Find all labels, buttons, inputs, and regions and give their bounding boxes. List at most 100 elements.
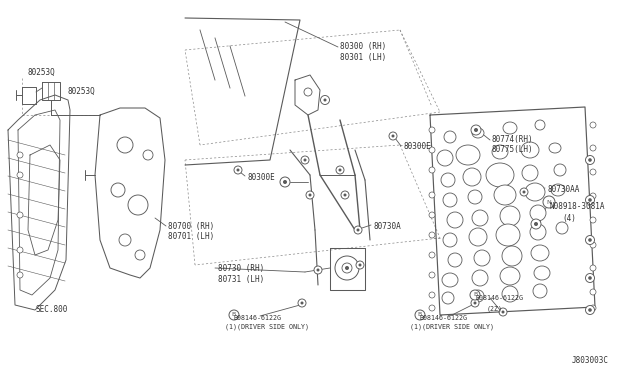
Circle shape [301,156,309,164]
Circle shape [283,180,287,184]
Circle shape [588,198,592,202]
Ellipse shape [442,273,458,287]
Circle shape [342,263,352,273]
Circle shape [298,299,306,307]
Circle shape [590,265,596,271]
Ellipse shape [525,183,545,201]
Circle shape [470,290,480,300]
Text: J803003C: J803003C [572,356,609,365]
Circle shape [339,169,342,171]
Circle shape [17,272,23,278]
Circle shape [117,137,133,153]
Text: 80300E: 80300E [248,173,276,182]
Ellipse shape [522,165,538,181]
Ellipse shape [468,190,482,204]
Circle shape [429,232,435,238]
Text: (1)(DRIVER SIDE ONLY): (1)(DRIVER SIDE ONLY) [410,324,494,330]
Circle shape [588,276,592,280]
Text: 80301 (LH): 80301 (LH) [340,53,387,62]
Circle shape [531,219,541,229]
Text: 80730 (RH): 80730 (RH) [218,264,264,273]
Ellipse shape [472,290,484,302]
Ellipse shape [444,131,456,143]
Circle shape [303,158,307,161]
Ellipse shape [530,205,546,221]
Circle shape [323,99,326,102]
Circle shape [429,127,435,133]
Circle shape [588,238,592,242]
Ellipse shape [556,222,568,234]
Circle shape [590,289,596,295]
Ellipse shape [531,245,549,261]
Circle shape [471,125,481,135]
Circle shape [389,132,397,140]
Circle shape [586,305,595,314]
Circle shape [358,263,362,266]
Ellipse shape [502,286,518,302]
Circle shape [17,172,23,178]
Circle shape [474,128,478,132]
Text: 80731 (LH): 80731 (LH) [218,275,264,284]
Text: (1)(DRIVER SIDE ONLY): (1)(DRIVER SIDE ONLY) [225,324,309,330]
Text: 80300 (RH): 80300 (RH) [340,42,387,51]
Text: 80730A: 80730A [373,222,401,231]
Ellipse shape [469,228,487,246]
Text: N: N [547,199,552,205]
Circle shape [356,228,360,231]
Circle shape [474,301,477,305]
Circle shape [586,235,595,244]
Text: (2Z): (2Z) [487,305,503,311]
Circle shape [356,261,364,269]
Ellipse shape [554,164,566,176]
Circle shape [314,266,322,274]
Text: B: B [232,312,236,317]
Ellipse shape [443,233,457,247]
Ellipse shape [443,193,457,207]
Ellipse shape [472,210,488,226]
Text: B08146-6122G: B08146-6122G [420,315,468,321]
Circle shape [119,234,131,246]
Ellipse shape [456,145,480,165]
Ellipse shape [533,284,547,298]
Circle shape [128,195,148,215]
Circle shape [429,167,435,173]
Circle shape [237,169,239,171]
Circle shape [344,193,346,196]
Circle shape [392,135,394,138]
Circle shape [502,311,504,314]
Circle shape [590,217,596,223]
Circle shape [590,145,596,151]
Ellipse shape [441,173,455,187]
Circle shape [590,193,596,199]
Ellipse shape [502,246,522,266]
Ellipse shape [535,120,545,130]
Circle shape [429,272,435,278]
Circle shape [429,292,435,298]
Ellipse shape [492,145,508,159]
Ellipse shape [500,206,520,226]
Circle shape [534,222,538,226]
Circle shape [586,155,595,164]
Circle shape [586,273,595,282]
Ellipse shape [503,122,517,134]
Text: 80701 (LH): 80701 (LH) [168,232,214,241]
Circle shape [429,147,435,153]
Ellipse shape [549,143,561,153]
Ellipse shape [448,253,462,267]
Circle shape [335,256,359,280]
Circle shape [588,158,592,162]
Circle shape [111,183,125,197]
Circle shape [301,301,303,305]
Circle shape [143,150,153,160]
Ellipse shape [437,150,453,166]
Text: 80300E: 80300E [404,142,432,151]
Circle shape [590,122,596,128]
Text: 80253Q: 80253Q [28,68,56,77]
Circle shape [590,242,596,248]
Ellipse shape [500,267,520,285]
Text: (4): (4) [562,214,576,223]
Text: 80700 (RH): 80700 (RH) [168,222,214,231]
Circle shape [588,308,592,312]
Circle shape [543,196,555,208]
Circle shape [17,247,23,253]
